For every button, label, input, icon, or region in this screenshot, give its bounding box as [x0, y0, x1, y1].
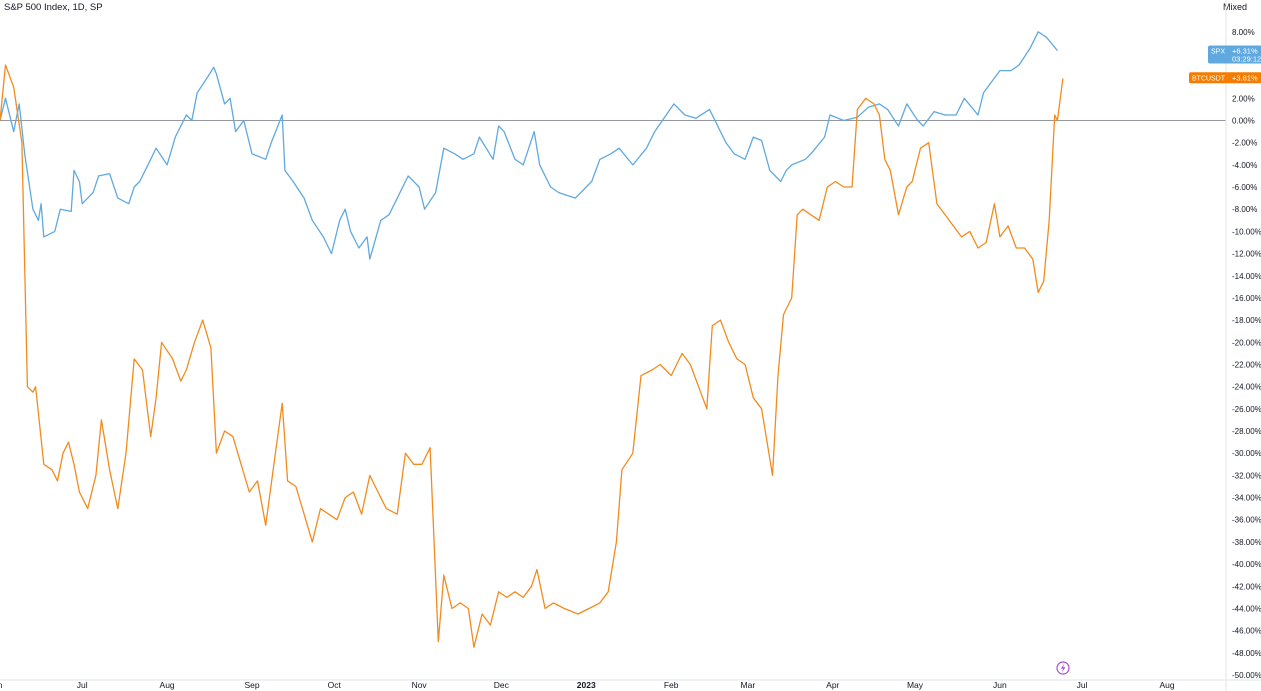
spx-badge — [1208, 45, 1261, 64]
btc-badge-change: +3.81% — [1232, 74, 1258, 83]
btc-badge — [1189, 72, 1261, 84]
x-tick-label: May — [907, 680, 924, 690]
y-tick-label: -24.00% — [1232, 383, 1261, 392]
y-tick-label: -14.00% — [1232, 272, 1261, 281]
y-tick-label: -32.00% — [1232, 471, 1261, 480]
spx-badge-timer: 03:29:12 — [1232, 55, 1261, 64]
x-tick-label: Apr — [826, 680, 839, 690]
btc-badge-symbol: BTCUSDT — [1192, 76, 1226, 83]
y-tick-label: 8.00% — [1232, 28, 1255, 37]
spx-badge-change: +6.31% — [1232, 47, 1258, 56]
y-tick-label: -18.00% — [1232, 316, 1261, 325]
y-tick-label: -34.00% — [1232, 494, 1261, 503]
x-tick-label: Jul — [1077, 680, 1088, 690]
y-tick-label: -6.00% — [1232, 183, 1257, 192]
y-tick-label: 0.00% — [1232, 117, 1255, 126]
series-line-spx[interactable] — [0, 31, 1058, 260]
y-tick-label: -48.00% — [1232, 649, 1261, 658]
x-tick-label: Sep — [244, 680, 259, 690]
chart-title: S&P 500 Index, 1D, SP — [4, 2, 103, 13]
y-tick-label: -10.00% — [1232, 227, 1261, 236]
y-tick-label: -36.00% — [1232, 516, 1261, 525]
y-tick-label: -44.00% — [1232, 604, 1261, 613]
y-tick-label: -16.00% — [1232, 294, 1261, 303]
y-tick-label: -40.00% — [1232, 560, 1261, 569]
x-tick-label: Aug — [1159, 680, 1174, 690]
price-badges: SPX +6.31% 03:29:12 BTCUSDT +3.81% — [1189, 45, 1261, 84]
scale-mode-label[interactable]: Mixed — [1222, 2, 1247, 12]
x-tick-label: 2023 — [577, 680, 596, 690]
y-tick-label: -22.00% — [1232, 360, 1261, 369]
y-axis: 8.00%6.00%4.00%2.00%0.00%-2.00%-4.00%-6.… — [1232, 28, 1261, 680]
y-tick-label: -46.00% — [1232, 627, 1261, 636]
x-tick-label: Mar — [741, 680, 756, 690]
y-tick-label: -42.00% — [1232, 582, 1261, 591]
x-tick-label: n — [0, 680, 3, 690]
y-tick-label: -30.00% — [1232, 449, 1261, 458]
y-tick-label: -28.00% — [1232, 427, 1261, 436]
x-tick-label: Aug — [160, 680, 175, 690]
chart-series — [0, 31, 1064, 648]
x-tick-label: Nov — [412, 680, 428, 690]
y-tick-label: -12.00% — [1232, 250, 1261, 259]
y-tick-label: -50.00% — [1232, 671, 1261, 680]
x-tick-label: Feb — [664, 680, 679, 690]
y-tick-label: -8.00% — [1232, 205, 1257, 214]
y-tick-label: -4.00% — [1232, 161, 1257, 170]
series-line-btcusdt[interactable] — [0, 64, 1064, 648]
y-tick-label: -20.00% — [1232, 338, 1261, 347]
x-tick-label: Dec — [494, 680, 510, 690]
x-tick-label: Jul — [77, 680, 88, 690]
spx-badge-symbol: SPX — [1211, 49, 1225, 56]
y-tick-label: -2.00% — [1232, 139, 1257, 148]
y-tick-label: 2.00% — [1232, 94, 1255, 103]
y-tick-label: -26.00% — [1232, 405, 1261, 414]
lightning-bolt-icon[interactable] — [1056, 661, 1070, 675]
y-tick-label: -38.00% — [1232, 538, 1261, 547]
x-tick-label: Jun — [993, 680, 1007, 690]
x-tick-label: Oct — [328, 680, 342, 690]
